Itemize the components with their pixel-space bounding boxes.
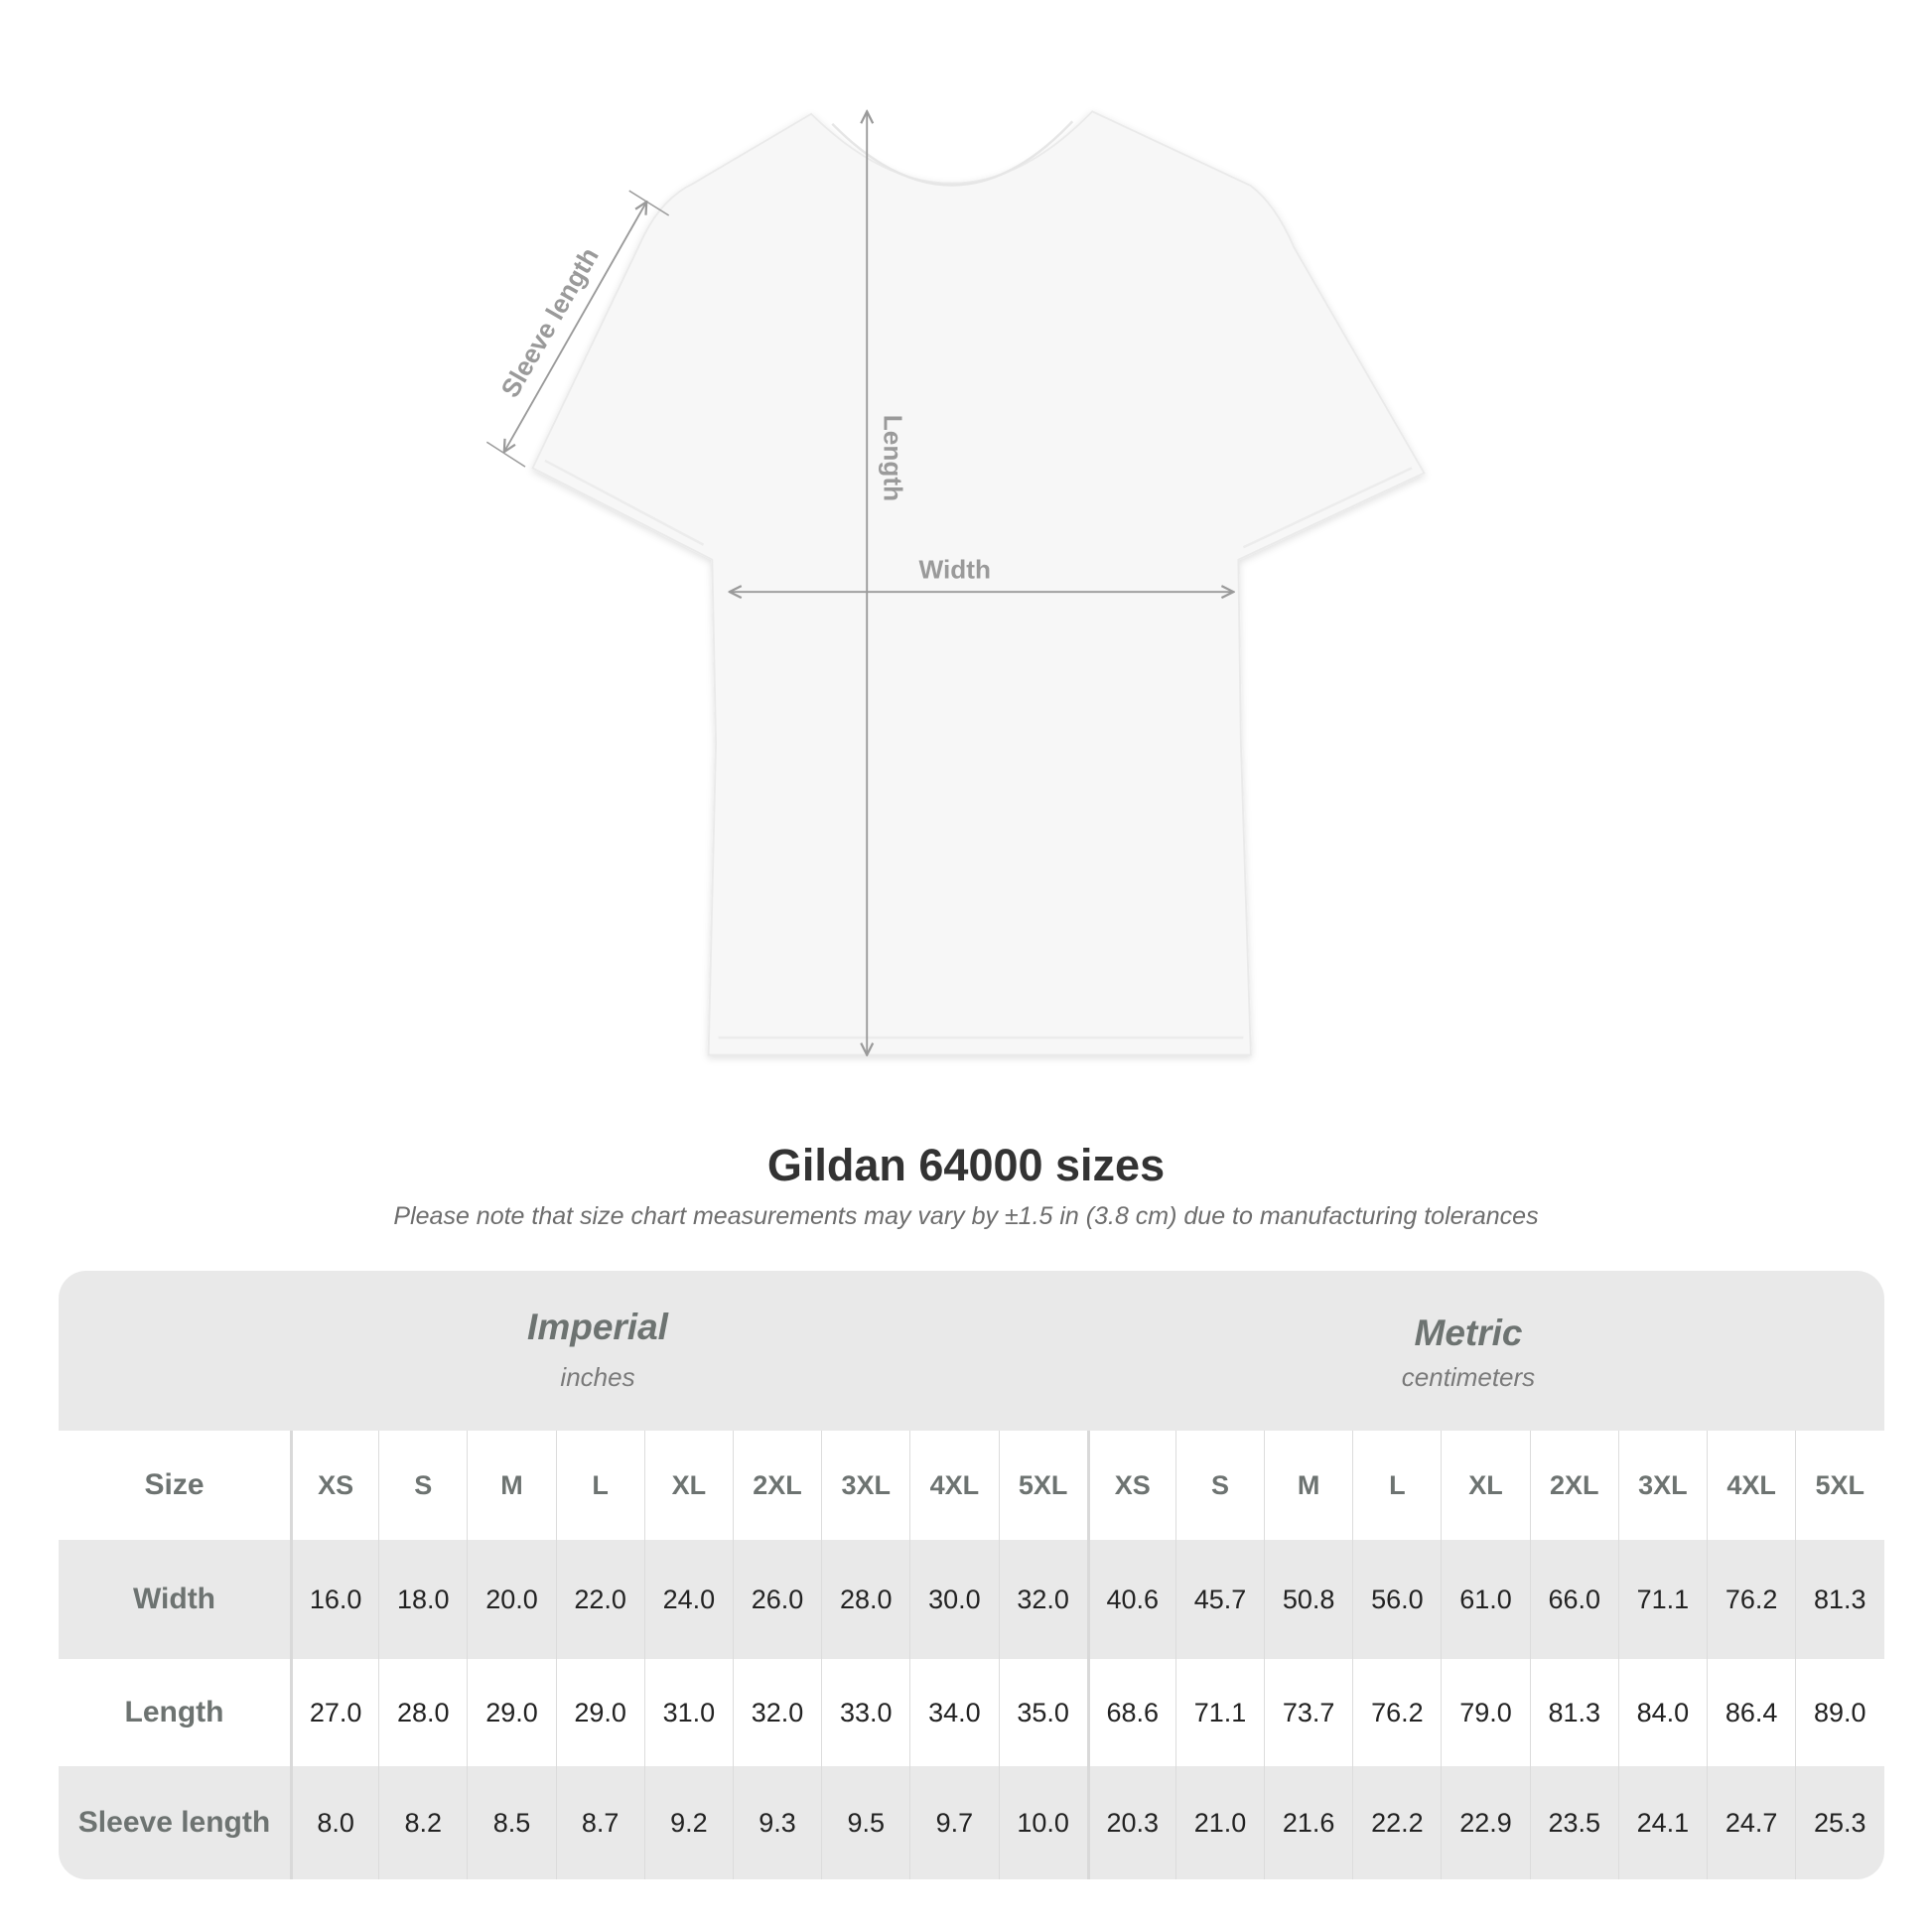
imperial-size-xs: XS — [290, 1431, 378, 1540]
metric-size-3xl: 3XL — [1617, 1431, 1707, 1540]
metric-size-l: L — [1352, 1431, 1441, 1540]
metric-value-cell: 22.2 — [1352, 1766, 1441, 1879]
metric-value-cell: 81.3 — [1795, 1540, 1883, 1659]
metric-value-cell: 50.8 — [1264, 1540, 1352, 1659]
imperial-value-cell: 28.0 — [821, 1540, 909, 1659]
metric-value-cell: 76.2 — [1707, 1540, 1795, 1659]
length-label: Length — [879, 415, 908, 501]
metric-header: Metric centimeters — [1171, 1312, 1766, 1393]
metric-value-cell: 21.6 — [1264, 1766, 1352, 1879]
size-header-row: Size XS S M L XL 2XL 3XL 4XL 5XL XS S M L XL 2XL 3XL 4XL 5… — [59, 1431, 1884, 1540]
row-label: Length — [124, 1696, 224, 1728]
table-row-length: Length 27.0 28.0 29.0 29.0 31.0 32.0 33.0 34.0 35… — [59, 1659, 1884, 1766]
metric-value-cell: 81.3 — [1529, 1659, 1618, 1766]
imperial-value-cell: 28.0 — [378, 1659, 467, 1766]
table-row-width: Width 16.0 18.0 20.0 22.0 24.0 26.0 28.0 30.0 32.… — [59, 1540, 1884, 1659]
imperial-value-cell: 32.0 — [998, 1540, 1087, 1659]
metric-value-cell: 23.5 — [1529, 1766, 1618, 1879]
imperial-value-cell: 33.0 — [821, 1659, 909, 1766]
metric-size-s: S — [1174, 1431, 1264, 1540]
size-table: Imperial inches Metric centimeters Size X… — [59, 1271, 1884, 1879]
row-label: Sleeve length — [77, 1806, 271, 1839]
imperial-size-s: S — [378, 1431, 467, 1540]
imperial-value-cell: 29.0 — [467, 1659, 555, 1766]
imperial-value-cell: 9.5 — [821, 1766, 909, 1879]
imperial-value-cell: 35.0 — [998, 1659, 1087, 1766]
metric-size-5xl: 5XL — [1795, 1431, 1883, 1540]
imperial-value-cell: 27.0 — [290, 1659, 378, 1766]
sleeve-length-arrow — [485, 190, 670, 468]
imperial-value-cell: 24.0 — [643, 1540, 733, 1659]
table-header: Imperial inches Metric centimeters — [59, 1271, 1884, 1431]
imperial-size-xl: XL — [643, 1431, 733, 1540]
metric-value-cell: 71.1 — [1174, 1659, 1264, 1766]
metric-size-2xl: 2XL — [1529, 1431, 1618, 1540]
metric-value-cell: 24.1 — [1617, 1766, 1707, 1879]
imperial-value-cell: 8.7 — [555, 1766, 644, 1879]
imperial-size-2xl: 2XL — [732, 1431, 821, 1540]
imperial-header: Imperial inches — [300, 1307, 896, 1393]
metric-value-cell: 86.4 — [1707, 1659, 1795, 1766]
imperial-size-m: M — [467, 1431, 555, 1540]
imperial-title: Imperial — [527, 1307, 668, 1347]
metric-value-cell: 61.0 — [1441, 1540, 1529, 1659]
imperial-value-cell: 34.0 — [909, 1659, 998, 1766]
metric-value-cell: 76.2 — [1352, 1659, 1441, 1766]
imperial-size-5xl: 5XL — [998, 1431, 1087, 1540]
metric-value-cell: 45.7 — [1174, 1540, 1264, 1659]
imperial-value-cell: 16.0 — [290, 1540, 378, 1659]
imperial-value-cell: 30.0 — [909, 1540, 998, 1659]
imperial-value-cell: 29.0 — [555, 1659, 644, 1766]
imperial-value-cell: 8.0 — [290, 1766, 378, 1879]
imperial-value-cell: 31.0 — [643, 1659, 733, 1766]
metric-unit: centimeters — [1401, 1362, 1536, 1392]
size-label: Size — [144, 1468, 205, 1501]
tshirt-body — [531, 110, 1426, 1056]
metric-value-cell: 20.3 — [1086, 1766, 1175, 1879]
metric-value-cell: 66.0 — [1529, 1540, 1618, 1659]
metric-size-xl: XL — [1441, 1431, 1529, 1540]
imperial-value-cell: 18.0 — [378, 1540, 467, 1659]
imperial-value-cell: 32.0 — [732, 1659, 821, 1766]
metric-size-xs: XS — [1086, 1431, 1175, 1540]
metric-value-cell: 25.3 — [1795, 1766, 1883, 1879]
imperial-value-cell: 8.2 — [378, 1766, 467, 1879]
imperial-value-cell: 26.0 — [732, 1540, 821, 1659]
imperial-value-cell: 20.0 — [467, 1540, 555, 1659]
metric-value-cell: 73.7 — [1264, 1659, 1352, 1766]
imperial-value-cell: 9.3 — [732, 1766, 821, 1879]
metric-value-cell: 84.0 — [1617, 1659, 1707, 1766]
metric-value-cell: 89.0 — [1795, 1659, 1883, 1766]
metric-value-cell: 56.0 — [1352, 1540, 1441, 1659]
imperial-value-cell: 9.2 — [643, 1766, 733, 1879]
imperial-value-cell: 10.0 — [998, 1766, 1087, 1879]
imperial-size-4xl: 4XL — [909, 1431, 998, 1540]
imperial-value-cell: 8.5 — [467, 1766, 555, 1879]
metric-size-4xl: 4XL — [1707, 1431, 1795, 1540]
imperial-size-l: L — [555, 1431, 644, 1540]
imperial-value-cell: 9.7 — [909, 1766, 998, 1879]
table-row-sleeve-length: Sleeve length 8.0 8.2 8.5 8.7 9.2 9.3 9.5 9.7 10.… — [59, 1766, 1884, 1879]
imperial-unit: inches — [560, 1362, 635, 1392]
metric-value-cell: 22.9 — [1441, 1766, 1529, 1879]
metric-value-cell: 40.6 — [1086, 1540, 1175, 1659]
metric-value-cell: 71.1 — [1617, 1540, 1707, 1659]
width-label: Width — [919, 554, 991, 584]
row-label: Width — [132, 1583, 216, 1615]
tolerance-note: Please note that size chart measurements… — [393, 1202, 1539, 1230]
metric-value-cell: 21.0 — [1174, 1766, 1264, 1879]
metric-value-cell: 24.7 — [1707, 1766, 1795, 1879]
imperial-value-cell: 22.0 — [555, 1540, 644, 1659]
metric-size-m: M — [1264, 1431, 1352, 1540]
metric-title: Metric — [1414, 1312, 1523, 1353]
imperial-size-3xl: 3XL — [821, 1431, 909, 1540]
tshirt-measurement-diagram: Length Width Sleeve length — [485, 0, 1426, 1092]
metric-value-cell: 79.0 — [1441, 1659, 1529, 1766]
metric-value-cell: 68.6 — [1086, 1659, 1175, 1766]
page-title: Gildan 64000 sizes — [766, 1140, 1166, 1190]
